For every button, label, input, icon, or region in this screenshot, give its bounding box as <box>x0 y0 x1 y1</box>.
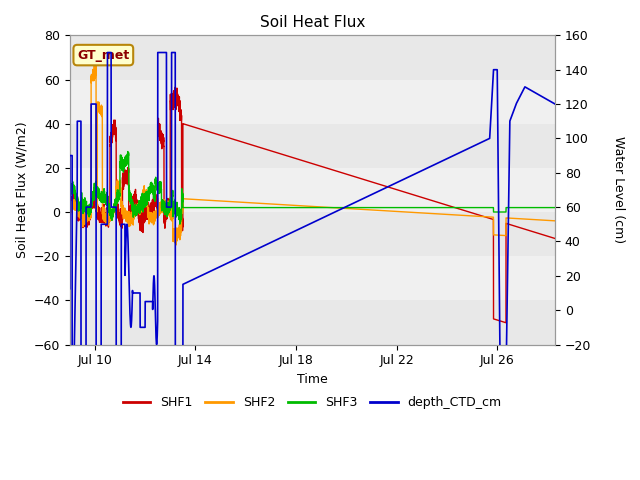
Bar <box>70 212 555 256</box>
Title: Soil Heat Flux: Soil Heat Flux <box>260 15 365 30</box>
Bar <box>70 300 555 345</box>
Legend: SHF1, SHF2, SHF3, depth_CTD_cm: SHF1, SHF2, SHF3, depth_CTD_cm <box>118 391 507 414</box>
Y-axis label: Water Level (cm): Water Level (cm) <box>612 136 625 243</box>
X-axis label: Time: Time <box>297 373 328 386</box>
Bar <box>70 256 555 300</box>
Bar <box>70 168 555 212</box>
Y-axis label: Soil Heat Flux (W/m2): Soil Heat Flux (W/m2) <box>15 121 28 258</box>
Text: GT_met: GT_met <box>77 48 129 61</box>
Bar <box>70 36 555 80</box>
Bar <box>70 124 555 168</box>
Bar <box>70 80 555 124</box>
